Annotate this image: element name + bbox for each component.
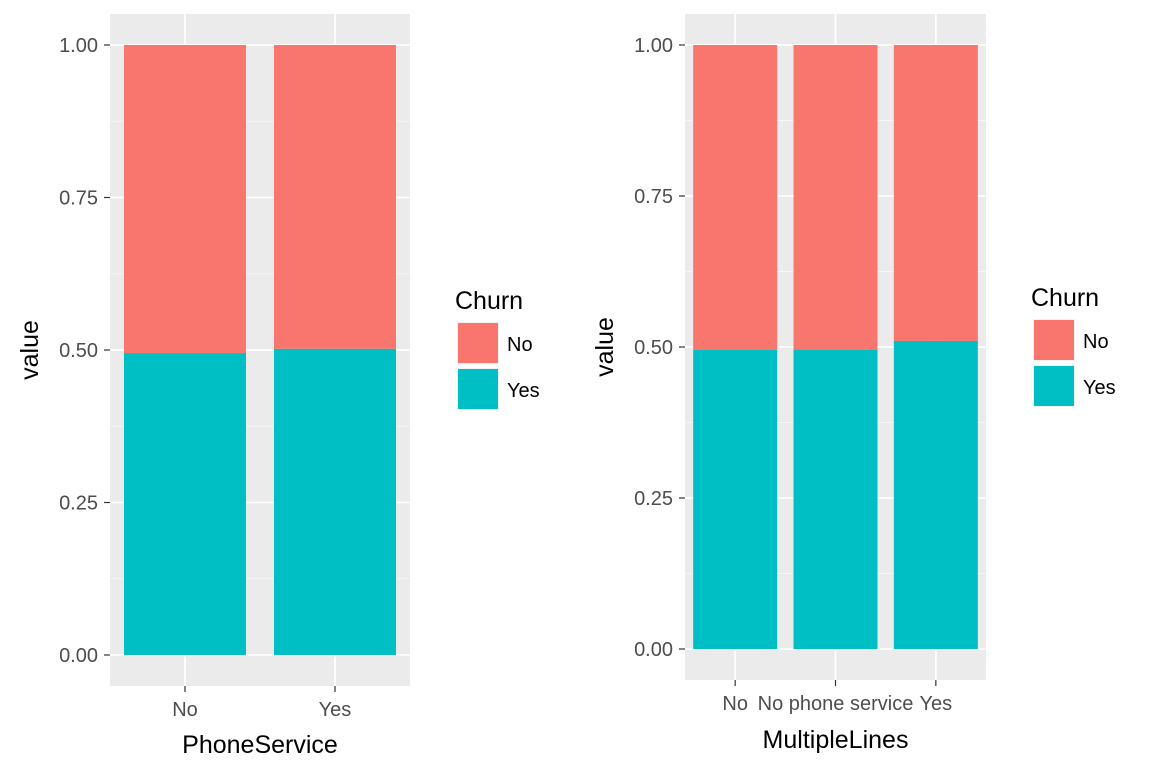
legend-label: No bbox=[1083, 331, 1109, 353]
x-axis: No No phone service Yes bbox=[722, 680, 952, 715]
legend-title: Churn bbox=[1031, 284, 1099, 312]
legend: Churn No Yes bbox=[1031, 284, 1116, 407]
x-tick-label: No bbox=[172, 699, 198, 721]
y-axis: 0.00 0.25 0.50 0.75 1.00 bbox=[634, 35, 685, 661]
y-tick-label: 0.50 bbox=[634, 337, 673, 359]
y-axis-title: value bbox=[16, 320, 44, 380]
legend-swatch-churn-no bbox=[1034, 320, 1074, 360]
x-axis-title: PhoneService bbox=[182, 731, 338, 759]
x-axis-title: MultipleLines bbox=[763, 726, 909, 754]
x-tick-label: No bbox=[722, 693, 748, 715]
bar-segment-churn-no bbox=[793, 45, 878, 351]
legend-label: No bbox=[507, 334, 533, 356]
y-tick-label: 1.00 bbox=[634, 35, 673, 57]
bar-segment-churn-yes bbox=[693, 350, 778, 649]
y-tick-label: 1.00 bbox=[59, 35, 98, 57]
bar-segment-churn-yes bbox=[274, 348, 396, 655]
legend-label: Yes bbox=[1083, 377, 1116, 399]
legend-label: Yes bbox=[507, 380, 540, 402]
y-tick-label: 0.50 bbox=[59, 340, 98, 362]
bar-segment-churn-yes bbox=[793, 350, 878, 649]
legend-items: No Yes bbox=[1033, 319, 1116, 407]
y-axis-title: value bbox=[591, 317, 619, 377]
legend: Churn No Yes bbox=[455, 287, 540, 410]
x-tick-label: Yes bbox=[920, 693, 953, 715]
bars bbox=[124, 45, 396, 655]
chart-phoneservice: 0.000.250.500.751.00 No Yes PhoneService … bbox=[16, 14, 540, 759]
legend-items: No Yes bbox=[457, 322, 540, 410]
x-tick-label: No phone service bbox=[758, 693, 914, 715]
bar-segment-churn-no bbox=[893, 45, 978, 341]
bar-segment-churn-no bbox=[124, 45, 246, 354]
bar-segment-churn-no bbox=[274, 45, 396, 349]
bar-segment-churn-yes bbox=[893, 340, 978, 649]
legend-swatch-churn-yes bbox=[1034, 366, 1074, 406]
y-tick-label: 0.00 bbox=[59, 645, 98, 667]
y-tick-label: 0.25 bbox=[59, 493, 98, 515]
legend-title: Churn bbox=[455, 287, 523, 315]
bar-segment-churn-yes bbox=[124, 353, 246, 655]
legend-swatch-churn-yes bbox=[458, 369, 498, 409]
y-axis: 0.00 0.25 0.50 0.75 1.00 bbox=[59, 35, 110, 667]
chart-multiplelines: 0.00 0.25 0.50 0.75 1.00 No No phone service Y… bbox=[591, 14, 1116, 754]
legend-swatch-churn-no bbox=[458, 323, 498, 363]
y-tick-label: 0.00 bbox=[634, 639, 673, 661]
x-axis: No Yes bbox=[172, 686, 351, 721]
y-tick-label: 0.25 bbox=[634, 488, 673, 510]
x-tick-label: Yes bbox=[319, 699, 352, 721]
y-tick-label: 0.75 bbox=[59, 188, 98, 210]
bars bbox=[693, 45, 978, 649]
y-tick-label: 0.75 bbox=[634, 186, 673, 208]
bar-segment-churn-no bbox=[693, 45, 778, 351]
